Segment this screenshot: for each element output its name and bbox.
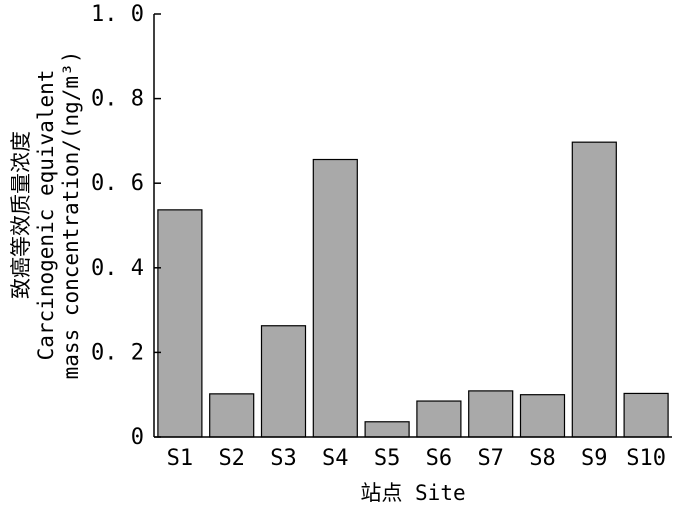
x-tick-label: S2 — [218, 446, 245, 471]
bar-s10 — [623, 392, 669, 438]
bar-s5 — [364, 421, 410, 438]
bar-s9 — [571, 141, 617, 438]
x-tick-label: S1 — [167, 446, 194, 471]
x-tick-label: S10 — [626, 446, 666, 471]
y-tick-label: 1. 0 — [91, 2, 144, 27]
bar-s7 — [468, 390, 514, 438]
x-ticks-group: S1 S2 S3 S4 S5 S6 S7 S8 S9 S10 — [167, 446, 666, 471]
x-tick-label: S7 — [477, 446, 504, 471]
y-axis-title: 致癌等效质量浓度 Carcinogenic equivalent mass conc… — [9, 51, 83, 380]
y-tick-label: 0. 8 — [91, 87, 144, 112]
y-axis-title-line: Carcinogenic equivalent — [34, 70, 58, 361]
bar-s1 — [157, 209, 203, 438]
x-tick-label: S5 — [374, 446, 401, 471]
y-tick-label: 0. 4 — [91, 256, 144, 281]
x-axis-title: 站点 Site — [360, 481, 465, 505]
bar-s6 — [416, 400, 462, 438]
x-tick-label: S8 — [529, 446, 556, 471]
bar-s3 — [260, 325, 307, 438]
bars-group — [157, 141, 669, 438]
y-tick-label: 0. 6 — [91, 171, 144, 196]
x-tick-label: S4 — [322, 446, 349, 471]
y-axis-title-line: mass concentration/(ng/m³) — [59, 51, 83, 380]
bar-s8 — [519, 394, 566, 438]
x-tick-label: S6 — [426, 446, 453, 471]
y-axis-title-line: 致癌等效质量浓度 — [9, 131, 33, 299]
x-tick-label: S3 — [270, 446, 297, 471]
y-tick-label: 0 — [131, 425, 144, 450]
x-tick-label: S9 — [581, 446, 608, 471]
y-tick-label: 0. 2 — [91, 340, 144, 365]
bar-s4 — [312, 158, 358, 438]
y-ticks-group: 0 0. 2 0. 4 0. 6 0. 8 1. 0 — [91, 2, 161, 450]
bar-s2 — [209, 393, 255, 438]
